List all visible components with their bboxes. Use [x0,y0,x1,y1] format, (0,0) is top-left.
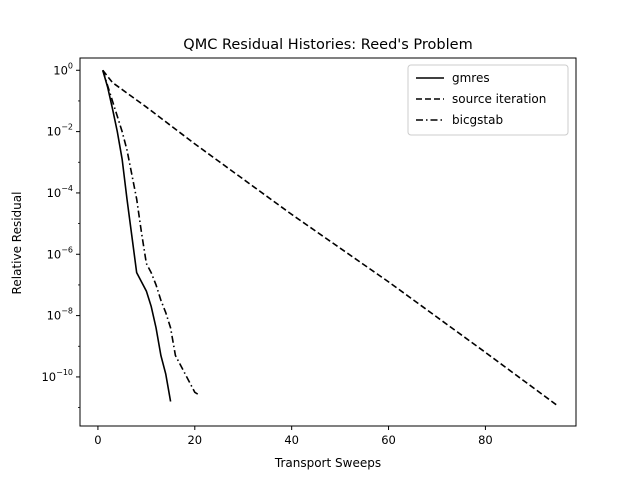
legend-label: source iteration [452,92,546,106]
series-line-gmres [102,70,172,402]
legend-label: bicgstab [452,113,503,127]
legend-box [407,64,569,136]
chart-title: QMC Residual Histories: Reed's Problem [183,37,472,53]
series-line-source-iteration [102,69,559,407]
series-layer [102,69,559,407]
y-tick-label: 100 [53,61,73,77]
y-axis-label: Relative Residual [10,192,24,295]
y-axis-ticks: 100 10−2 10−4 10−6 10−8 10−10 [41,61,80,409]
x-axis-label: Transport Sweeps [274,456,381,470]
series-line-bicgstab [102,70,201,397]
x-tick-label: 60 [381,433,396,447]
x-tick-label: 80 [478,433,493,447]
legend: gmres source iteration bicgstab [407,64,569,136]
y-tick-label: 10−2 [47,123,73,139]
y-tick-label: 10−8 [47,307,73,323]
legend-label: gmres [452,71,490,85]
y-tick-label: 10−10 [41,368,73,384]
plot-frame [79,57,577,427]
x-axis-ticks: 0 20 40 60 80 [94,426,493,447]
y-tick-label: 10−4 [47,184,73,200]
y-tick-label: 10−6 [47,245,73,261]
x-tick-label: 20 [187,433,202,447]
x-tick-label: 0 [94,433,101,447]
x-tick-label: 40 [284,433,299,447]
